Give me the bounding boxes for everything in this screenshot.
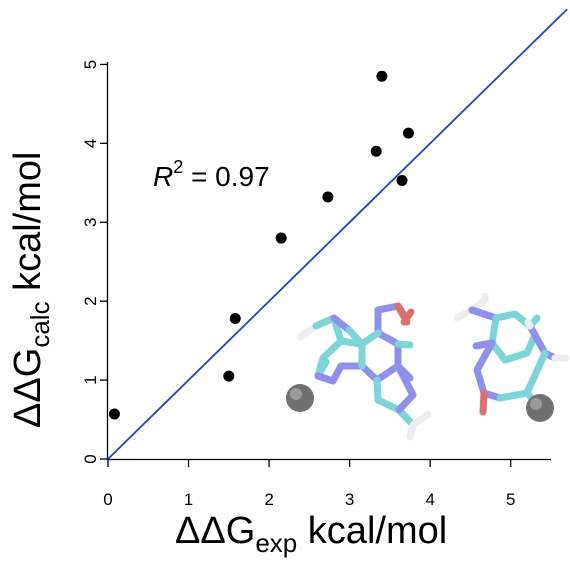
data-point (370, 145, 382, 157)
fit-line (107, 8, 568, 460)
x-axis-title-base: ΔΔG (175, 510, 255, 552)
data-point (322, 191, 334, 203)
axes: 0 1 2 3 4 5 0 1 2 3 4 5 (81, 60, 551, 509)
x-tick-label: 0 (103, 490, 112, 509)
x-tick-label: 4 (425, 490, 434, 509)
y-tick-label: 3 (81, 218, 100, 227)
molecule-inset (286, 292, 570, 441)
x-axis-title-unit: kcal/mol (297, 510, 447, 552)
y-tick-label: 5 (81, 60, 100, 69)
x-axis-title-sub: exp (255, 528, 297, 558)
data-point (229, 313, 241, 325)
y-tick-label: 2 (81, 296, 100, 305)
data-point (223, 370, 235, 382)
x-axis-title: ΔΔGexp kcal/mol (175, 510, 447, 558)
y-tick-label: 0 (81, 454, 100, 463)
data-points (108, 70, 414, 420)
r-squared-lhs: R (153, 161, 173, 192)
x-tick-label: 5 (506, 490, 515, 509)
data-point (376, 70, 388, 82)
data-point (275, 232, 287, 244)
y-tick-label: 1 (81, 375, 100, 384)
y-tick-label: 4 (81, 139, 100, 148)
r-squared-sup: 2 (173, 157, 183, 177)
x-tick-label: 1 (184, 490, 193, 509)
x-tick-label: 2 (264, 490, 273, 509)
data-point (108, 408, 120, 420)
y-axis-title: ΔΔGcalc kcal/mol (7, 152, 55, 429)
y-axis-title-base: ΔΔG (7, 348, 49, 428)
y-axis-title-unit: kcal/mol (7, 152, 49, 302)
data-point (402, 127, 414, 139)
data-point (396, 174, 408, 186)
y-axis-title-sub: calc (25, 301, 55, 347)
r-squared-rhs: = 0.97 (183, 161, 269, 192)
x-tick-label: 3 (345, 490, 354, 509)
r-squared-annotation: R2 = 0.97 (153, 157, 270, 192)
